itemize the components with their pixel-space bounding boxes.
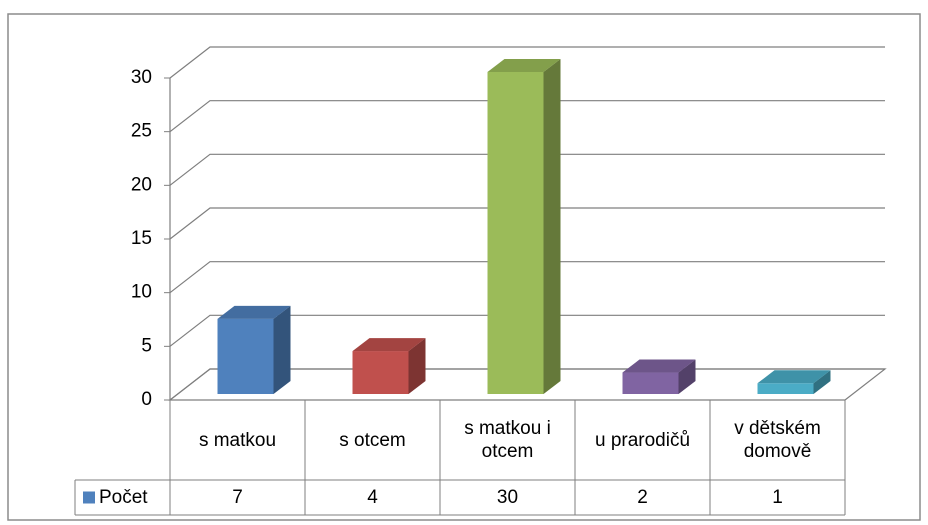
- grid-line: [169, 314, 885, 347]
- y-tick-label: 15: [131, 228, 152, 249]
- category-label: u prarodičů: [594, 429, 691, 451]
- bar-side: [543, 59, 561, 394]
- bar-front: [757, 383, 814, 394]
- bar-front: [352, 351, 409, 394]
- legend-swatch: [83, 491, 95, 504]
- bar-side-shade: [543, 59, 561, 394]
- bar-front: [622, 372, 679, 394]
- bar-top: [487, 59, 561, 72]
- bar-top-shade: [217, 305, 291, 319]
- bar-top-shade: [352, 338, 426, 352]
- bar-side: [273, 305, 291, 394]
- grid-line: [169, 153, 885, 186]
- bar-top: [622, 359, 696, 373]
- table-value: 2: [637, 487, 648, 508]
- y-tick-label: 30: [131, 67, 152, 88]
- grid-line: [169, 100, 885, 133]
- bar-top-shade: [757, 370, 831, 384]
- category-label: s matkou i otcem: [464, 418, 551, 462]
- grid-line: [169, 46, 885, 79]
- bar-side-shade: [678, 359, 696, 394]
- bar-top: [352, 338, 426, 352]
- y-tick-label: 25: [131, 121, 152, 142]
- grid-line: [169, 261, 885, 294]
- y-tick-label: 0: [141, 389, 152, 410]
- bar-front: [487, 72, 544, 394]
- bar-top: [217, 305, 291, 319]
- bar-side-shade: [273, 305, 291, 394]
- bar-top: [757, 370, 831, 384]
- chart-frame: [7, 13, 921, 521]
- category-label: s matkou: [198, 429, 277, 451]
- table-value: 7: [232, 487, 243, 508]
- grid-line: [169, 207, 885, 240]
- bar-side-shade: [813, 370, 831, 394]
- bar-top-shade: [622, 359, 696, 373]
- category-label: v dětském domově: [734, 418, 821, 462]
- table-value: 1: [772, 487, 783, 508]
- category-label: s otcem: [339, 429, 406, 451]
- bar-side-shade: [408, 338, 426, 394]
- legend-label: Počet: [99, 487, 148, 508]
- y-tick-label: 10: [131, 282, 152, 303]
- bar-side: [813, 370, 831, 394]
- bar-top-shade: [487, 59, 561, 72]
- y-tick-label: 5: [141, 335, 152, 356]
- bar-side: [408, 338, 426, 394]
- bar-front: [217, 318, 274, 394]
- y-tick-label: 20: [131, 174, 152, 195]
- table-value: 30: [496, 487, 519, 508]
- bar-side: [678, 359, 696, 394]
- table-value: 4: [367, 487, 378, 508]
